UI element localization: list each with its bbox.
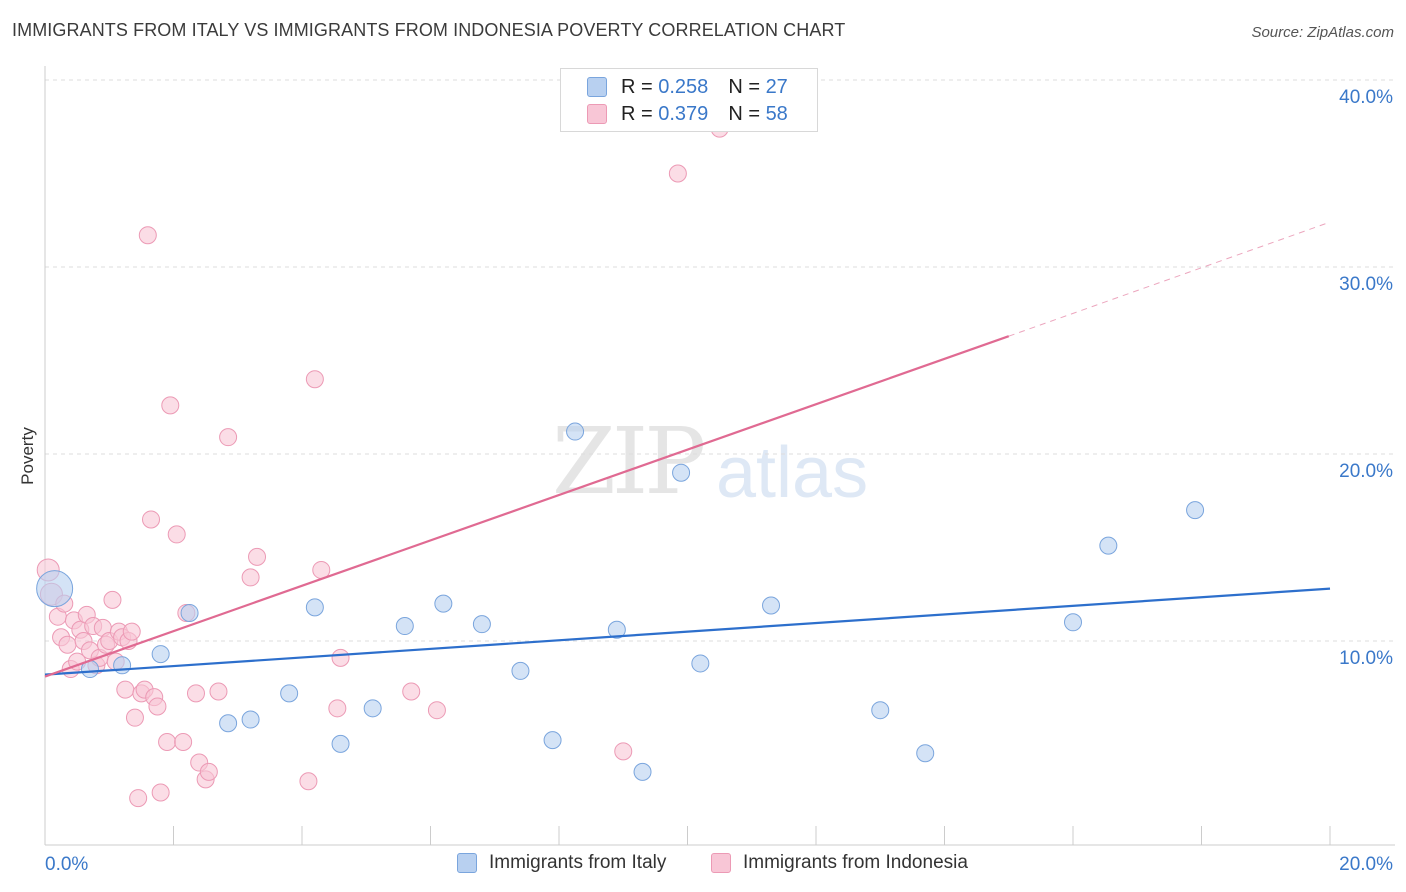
italy-point [472, 615, 491, 634]
indonesia-point [668, 164, 687, 183]
italy-legend-swatch [457, 853, 477, 873]
indonesia-swatch [587, 104, 607, 124]
italy-point [305, 598, 324, 617]
italy-point [36, 570, 74, 608]
italy-n-value: 27 [765, 75, 788, 98]
indonesia-point [174, 732, 193, 751]
indonesia-point [219, 428, 238, 447]
indonesia-point [614, 742, 633, 761]
italy-point [241, 710, 260, 729]
italy-point [762, 596, 781, 615]
indonesia-point [167, 525, 186, 544]
italy-point [691, 654, 710, 673]
indonesia-point [328, 699, 347, 718]
indonesia-point [299, 772, 318, 791]
indonesia-point [116, 680, 135, 699]
italy-point [363, 699, 382, 718]
indonesia-r-label: R = [621, 102, 659, 125]
x-tick-label: 0.0% [45, 854, 88, 875]
indonesia-point [129, 789, 148, 808]
italy-point [607, 620, 626, 639]
italy-point [1186, 501, 1205, 520]
italy-point [1099, 536, 1118, 555]
trend-lines [44, 221, 1331, 678]
italy-point [566, 422, 585, 441]
indonesia-point [142, 510, 161, 529]
indonesia-point [331, 648, 350, 667]
indonesia-point [125, 708, 144, 727]
legend-item-italy[interactable]: Immigrants from Italy [457, 852, 666, 874]
italy-r-label: R = [621, 75, 659, 98]
italy-r-value: 0.258 [658, 75, 709, 98]
indonesia-point [103, 590, 122, 609]
legend-item-indonesia[interactable]: Immigrants from Indonesia [711, 852, 968, 874]
indonesia-r-value: 0.379 [658, 102, 709, 125]
indonesia-point [151, 783, 170, 802]
italy-point [1064, 613, 1082, 632]
legend-row-indonesia: R = 0.379 N = 58 [587, 101, 788, 127]
axes [44, 66, 1395, 846]
italy-point [672, 463, 691, 482]
indonesia-trend-line [44, 335, 1010, 678]
indonesia-point [161, 396, 180, 415]
italy-point [434, 594, 453, 613]
indonesia-point [122, 622, 141, 641]
indonesia-point [305, 370, 324, 389]
indonesia-point [199, 762, 218, 781]
tick-labels: 10.0% 20.0% 30.0% 40.0% 0.0% 20.0% [45, 87, 1393, 875]
y-tick-label: 40.0% [1339, 87, 1393, 108]
legend-row-italy: R = 0.258 N = 27 [587, 74, 788, 100]
italy-legend-label: Immigrants from Italy [489, 852, 667, 873]
italy-point [151, 645, 170, 664]
correlation-legend: R = 0.258 N = 27 R = 0.379 N = 58 [560, 68, 818, 132]
indonesia-point [158, 732, 177, 751]
indonesia-point [402, 682, 421, 701]
indonesia-point [427, 701, 446, 720]
italy-n-label: N = [728, 75, 766, 98]
indonesia-point [148, 697, 167, 716]
italy-trend-line [44, 587, 1331, 676]
indonesia-point [248, 547, 267, 566]
italy-point [331, 734, 350, 753]
y-tick-label: 20.0% [1339, 461, 1393, 482]
y-tick-label: 30.0% [1339, 274, 1393, 295]
italy-point [633, 762, 652, 781]
indonesia-points [36, 119, 729, 808]
grid-lines [45, 79, 1395, 642]
indonesia-n-label: N = [728, 102, 766, 125]
watermark-atlas: atlas [716, 433, 869, 513]
italy-point [219, 714, 238, 733]
indonesia-legend-swatch [711, 853, 731, 873]
y-tick-label: 10.0% [1339, 648, 1393, 669]
italy-points [36, 422, 1205, 781]
indonesia-point [209, 682, 228, 701]
italy-point [871, 701, 890, 720]
indonesia-point [138, 226, 157, 245]
x-tick-label: 20.0% [1339, 854, 1393, 875]
italy-point [916, 744, 935, 763]
indonesia-point [186, 684, 205, 703]
indonesia-n-value: 58 [765, 102, 788, 125]
italy-point [543, 731, 562, 750]
indonesia-point [58, 635, 77, 654]
source-label: Source: ZipAtlas.com [1251, 24, 1394, 41]
indonesia-trend-extension [1008, 221, 1331, 337]
italy-swatch [587, 77, 607, 97]
chart-title: IMMIGRANTS FROM ITALY VS IMMIGRANTS FROM… [12, 20, 846, 40]
italy-point [395, 617, 414, 636]
italy-point [280, 684, 299, 703]
italy-point [113, 656, 132, 675]
indonesia-legend-label: Immigrants from Indonesia [743, 852, 968, 873]
italy-point [511, 661, 530, 680]
indonesia-point [241, 568, 260, 587]
italy-point [180, 603, 199, 622]
y-axis-label: Poverty [18, 427, 37, 485]
